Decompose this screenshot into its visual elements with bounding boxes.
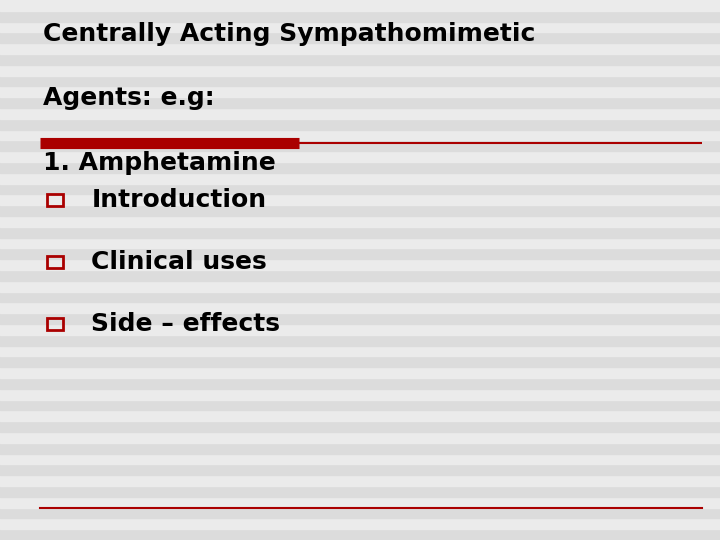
Text: Centrally Acting Sympathomimetic: Centrally Acting Sympathomimetic [43,22,536,45]
Bar [0,11,720,22]
Bar [0,22,720,32]
Bar [0,54,720,65]
Bar [0,216,720,227]
Bar [0,140,720,151]
Bar [0,32,720,43]
Bar [0,486,720,497]
Bar [0,367,720,378]
Text: Clinical uses: Clinical uses [91,250,267,274]
Text: Agents: e.g:: Agents: e.g: [43,86,215,110]
Bar [0,227,720,238]
Bar [0,421,720,432]
Bar [0,356,720,367]
Bar [0,529,720,540]
Bar [0,346,720,356]
Bar [0,86,720,97]
Text: Introduction: Introduction [91,188,266,212]
Bar [0,205,720,216]
Bar [0,389,720,400]
Bar [0,259,720,270]
Bar [0,130,720,140]
Bar [0,194,720,205]
Bar [0,313,720,324]
Bar [0,238,720,248]
Bar [0,378,720,389]
Bar [0,248,720,259]
Bar [0,508,720,518]
Bar [0,65,720,76]
Bar [0,0,720,11]
Bar [0,497,720,508]
Bar [0,475,720,486]
Bar [0,443,720,454]
Bar [0,162,720,173]
Bar [0,518,720,529]
Bar [0,324,720,335]
Bar [0,108,720,119]
Bar [0,76,720,86]
Bar [0,173,720,184]
Bar [0,281,720,292]
Bar [0,270,720,281]
Bar [0,464,720,475]
Bar [0,400,720,410]
Text: 1. Amphetamine: 1. Amphetamine [43,151,276,175]
Bar [0,97,720,108]
Bar [0,43,720,54]
Bar [0,151,720,162]
Bar [0,302,720,313]
Bar [0,184,720,194]
Bar [0,454,720,464]
Bar [0,432,720,443]
Bar [0,410,720,421]
Bar [0,292,720,302]
Bar [0,119,720,130]
Text: Side – effects: Side – effects [91,312,281,336]
Bar [0,335,720,346]
